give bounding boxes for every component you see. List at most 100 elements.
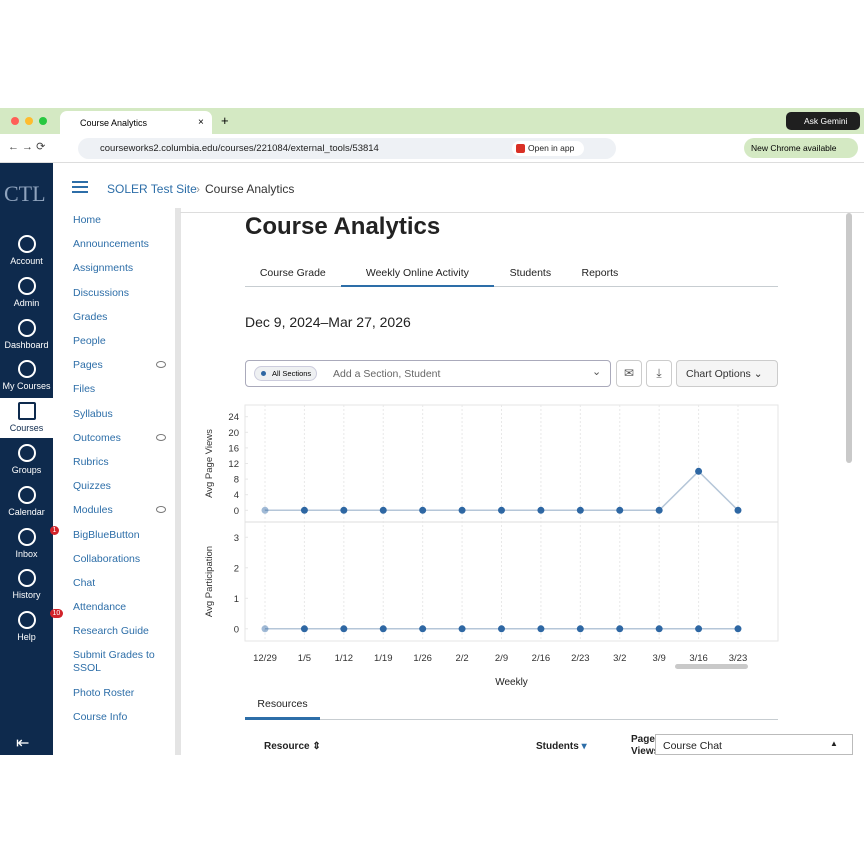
global-nav-item[interactable]: 10 Help	[0, 607, 64, 647]
filter-pill[interactable]: All Sections	[254, 366, 318, 381]
course-nav-link[interactable]: Pages	[53, 353, 173, 377]
collapse-nav[interactable]: ⇤	[16, 735, 30, 752]
course-nav-link[interactable]: Modules	[53, 498, 173, 522]
global-nav-item[interactable]: Account	[0, 231, 53, 271]
course-nav-link[interactable]: Course Info	[73, 710, 128, 723]
y-tick-label: 1	[234, 594, 239, 605]
course-nav-link[interactable]: Files	[73, 383, 96, 396]
data-point	[734, 625, 742, 633]
nav-icon: 1	[17, 525, 60, 546]
table-header[interactable]: Resource ⇕	[264, 741, 321, 752]
nav-icon	[17, 276, 36, 295]
global-nav: CTL Account Admin Dashboard My Courses Cours…	[0, 163, 64, 755]
browser-window: Course Analytics × + Ask Gemini ← → ⟳ cou…	[0, 108, 864, 755]
nav-buttons[interactable]: ← → ⟳	[8, 141, 46, 153]
global-nav-item[interactable]: Courses	[0, 398, 53, 439]
nav-icon	[17, 444, 36, 462]
hidden-icon	[156, 506, 166, 514]
chart-options-label: Chart Options	[686, 368, 751, 380]
nav-icon	[17, 235, 36, 253]
new-tab[interactable]: +	[221, 113, 229, 128]
course-nav-link[interactable]: Attendance	[73, 601, 127, 614]
tab[interactable]: Reports	[581, 267, 619, 279]
x-tick-label: 3/9	[653, 653, 666, 664]
tabs: Course Grade Weekly Online Activity Studen…	[245, 260, 778, 287]
logo[interactable]: CTL	[4, 181, 46, 206]
breadcrumb-link[interactable]: SOLER Test Site	[107, 182, 197, 196]
menu-icon[interactable]	[72, 181, 88, 183]
gemini-button[interactable]: Ask Gemini	[786, 112, 860, 130]
nav-icon	[17, 569, 36, 588]
global-nav-item[interactable]: Dashboard	[0, 315, 53, 355]
filter-placeholder: Add a Section, Student	[333, 368, 441, 380]
min-dot[interactable]	[25, 117, 33, 125]
global-nav-item[interactable]: Admin	[0, 273, 53, 313]
x-tick-label: 12/29	[253, 653, 277, 664]
open-in-app[interactable]: Open in app	[512, 141, 584, 156]
course-nav-link[interactable]: BigBlueButton	[73, 528, 140, 541]
data-point	[537, 625, 545, 633]
nav-icon	[17, 402, 36, 421]
global-nav-item[interactable]: 1 Inbox	[0, 524, 60, 564]
close-dot[interactable]	[11, 117, 19, 125]
x-tick-label: 2/16	[532, 653, 551, 664]
course-nav-link[interactable]: Photo Roster	[73, 686, 135, 699]
y-tick-label: 12	[228, 459, 239, 470]
course-nav-link[interactable]: Collaborations	[73, 552, 141, 565]
url-field[interactable]: courseworks2.columbia.edu/courses/221084…	[78, 138, 616, 159]
resources-tab[interactable]: Resources	[245, 698, 320, 720]
tab[interactable]: Students	[509, 267, 552, 279]
browser-tab[interactable]: Course Analytics ×	[60, 111, 212, 134]
course-nav-link[interactable]: Quizzes	[73, 480, 111, 493]
hidden-icon	[156, 433, 166, 441]
filter-box[interactable]: All Sections Add a Section, Student ⌄	[245, 360, 611, 387]
course-chat[interactable]: Course Chat ▲	[655, 734, 853, 755]
header: SOLER Test Site › Course Analytics	[53, 163, 864, 213]
data-point	[379, 506, 387, 514]
data-point	[616, 506, 624, 514]
chart-scrollbar[interactable]	[675, 664, 748, 669]
course-nav-link[interactable]: Discussions	[73, 286, 130, 299]
course-nav-link[interactable]: People	[73, 335, 106, 348]
data-point	[300, 506, 308, 514]
tab[interactable]: Weekly Online Activity	[340, 267, 495, 287]
global-nav-item[interactable]: Calendar	[0, 482, 53, 522]
max-dot[interactable]	[39, 117, 47, 125]
download-button[interactable]: ⤓	[646, 360, 672, 387]
y-axis-label: Avg Participation	[204, 546, 215, 617]
course-nav-link[interactable]: Home	[73, 214, 102, 226]
breadcrumb-sep: ›	[196, 182, 200, 196]
global-nav-item[interactable]: History	[0, 565, 53, 605]
chat-label: Course Chat	[663, 740, 722, 752]
hidden-icon	[156, 361, 166, 369]
nav-icon	[17, 485, 36, 504]
course-nav-link[interactable]: Submit Grades to SSOL	[73, 648, 155, 674]
course-nav-link[interactable]: Syllabus	[73, 407, 113, 420]
tab[interactable]: Course Grade	[259, 267, 326, 279]
scrollbar[interactable]	[846, 213, 852, 463]
x-tick-label: 1/26	[413, 653, 432, 664]
global-nav-item[interactable]: My Courses	[0, 356, 53, 396]
chart-options[interactable]: Chart Options ⌄	[676, 360, 778, 387]
plot-frame	[244, 404, 779, 642]
global-nav-item[interactable]: Groups	[0, 440, 53, 480]
course-nav-link[interactable]: Grades	[73, 310, 108, 323]
x-tick-label: 2/2	[455, 653, 468, 664]
course-nav-link[interactable]: Assignments	[73, 262, 134, 275]
course-nav-link[interactable]: Research Guide	[73, 625, 149, 638]
course-nav-link[interactable]: Outcomes	[53, 426, 173, 450]
course-nav-link[interactable]: Chat	[73, 577, 96, 590]
nav-label: Groups	[11, 465, 42, 475]
y-tick-label: 0	[234, 506, 239, 517]
data-point	[655, 506, 663, 514]
nav-label: Help	[17, 632, 36, 643]
course-nav-link[interactable]: Rubrics	[73, 456, 109, 469]
table-header[interactable]: Students ▾	[536, 741, 587, 752]
badge: 1	[49, 525, 60, 535]
course-nav-link[interactable]: Announcements	[73, 238, 149, 251]
email-button[interactable]: ✉	[616, 360, 642, 387]
data-point	[537, 506, 545, 514]
update-chip[interactable]: New Chrome available	[744, 138, 858, 158]
header-page-views[interactable]: Page Views	[631, 734, 660, 755]
